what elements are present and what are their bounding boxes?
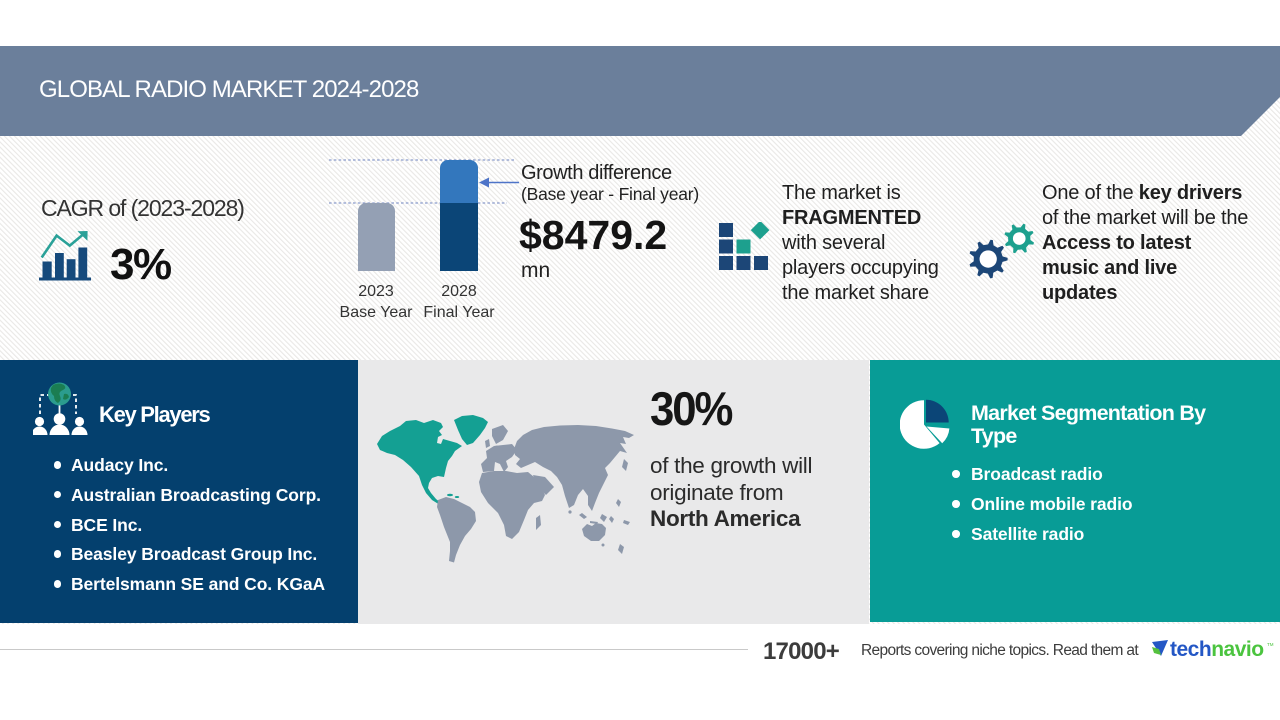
svg-text:technavio: technavio <box>1170 638 1264 661</box>
svg-text:TM: TM <box>1267 642 1274 647</box>
